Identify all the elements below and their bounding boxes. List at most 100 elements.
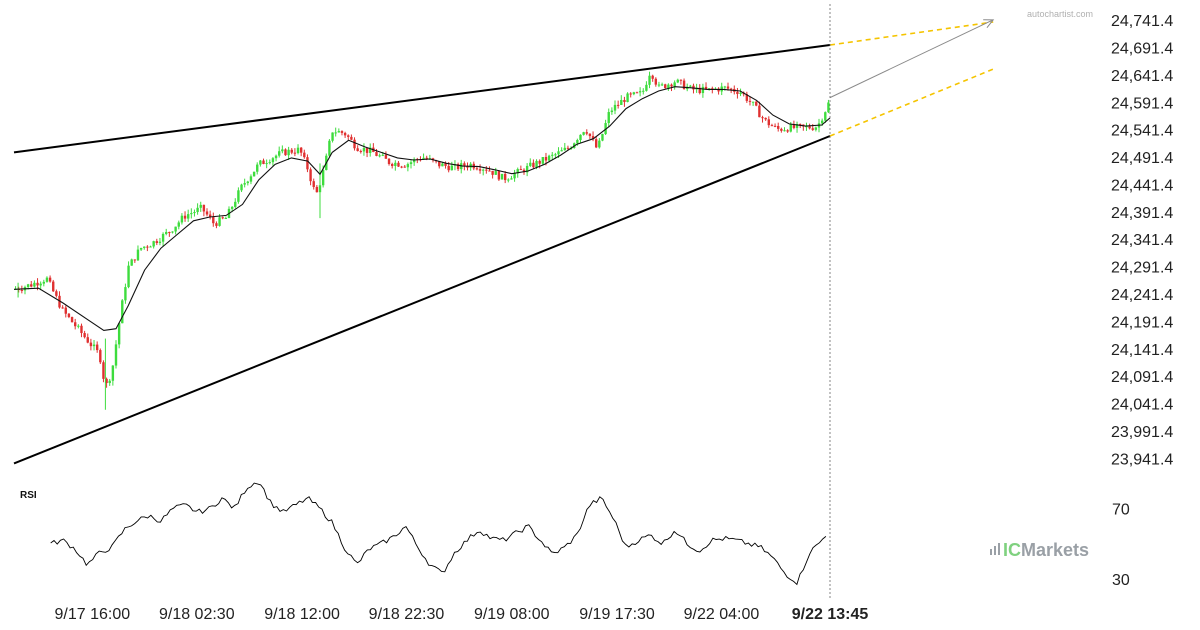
candle	[403, 164, 406, 168]
svg-text:ICMarkets: ICMarkets	[1003, 540, 1089, 560]
forecast-arrow-line	[829, 19, 994, 99]
candle	[183, 211, 187, 222]
candle	[202, 204, 206, 217]
wedge-lower-line	[13, 135, 831, 465]
candle	[234, 198, 237, 209]
candle	[48, 275, 52, 283]
candle	[80, 323, 83, 338]
candle	[529, 158, 532, 168]
candle	[827, 99, 830, 114]
candle	[551, 152, 554, 160]
candle	[764, 117, 767, 121]
candle	[208, 210, 212, 220]
brand-suffix: Markets	[1021, 540, 1089, 560]
candle	[739, 88, 742, 97]
candle	[240, 183, 243, 193]
candle	[309, 167, 312, 186]
brand-prefix: IC	[1003, 540, 1021, 560]
candle	[532, 159, 535, 169]
rsi-panel: RSI 70 30	[20, 482, 1130, 589]
projection-layer	[829, 19, 995, 137]
candle	[814, 126, 818, 132]
candle	[582, 131, 585, 136]
price-tick-label: 24,591.4	[1111, 95, 1173, 112]
candle	[610, 107, 614, 115]
candle	[645, 81, 648, 92]
candle	[588, 133, 592, 140]
candle	[456, 162, 460, 172]
time-tick-label: 9/18 22:30	[369, 606, 445, 623]
candle	[642, 88, 645, 95]
candle	[127, 261, 130, 289]
candle	[299, 147, 303, 157]
candle	[284, 148, 287, 156]
candle	[717, 87, 720, 95]
candle	[563, 142, 566, 151]
candle	[249, 174, 253, 185]
candle	[519, 165, 523, 171]
candle	[375, 148, 378, 157]
price-tick-label: 24,391.4	[1111, 205, 1173, 222]
candle	[419, 156, 422, 162]
candle	[136, 245, 140, 261]
candle	[186, 209, 190, 222]
candle	[174, 226, 177, 235]
candle	[616, 100, 620, 109]
candle	[507, 178, 510, 183]
candle	[638, 87, 642, 97]
candle	[290, 148, 293, 155]
candle	[30, 280, 33, 288]
price-tick-label: 24,041.4	[1111, 397, 1173, 414]
candles-layer	[14, 71, 830, 410]
time-tick-label: 9/17 16:00	[55, 606, 131, 623]
candle	[105, 377, 108, 388]
candle	[397, 161, 400, 168]
candle	[246, 180, 250, 186]
price-tick-label: 24,641.4	[1111, 68, 1173, 85]
candle	[795, 121, 799, 133]
projection-upper-line	[829, 21, 994, 46]
candle	[384, 151, 388, 159]
candle	[808, 123, 811, 130]
candle	[485, 166, 488, 174]
price-tick-label: 24,691.4	[1111, 41, 1173, 58]
candle	[629, 92, 632, 98]
candle	[635, 91, 639, 94]
candle	[773, 123, 777, 128]
candle	[494, 167, 497, 175]
candle	[510, 175, 513, 180]
candle	[281, 145, 284, 154]
candle	[682, 78, 686, 90]
candle	[482, 168, 485, 176]
candle	[77, 324, 80, 329]
candle	[365, 148, 369, 158]
candle	[130, 258, 133, 266]
candle	[133, 259, 137, 263]
candle	[416, 157, 419, 164]
candle	[177, 220, 180, 230]
candle	[271, 157, 275, 166]
candle	[64, 305, 67, 318]
candle	[409, 159, 413, 169]
candle	[161, 232, 165, 247]
candle	[328, 139, 331, 157]
candle	[205, 208, 209, 217]
time-tick-label: 9/18 02:30	[159, 606, 235, 623]
candle	[711, 86, 714, 94]
candle	[478, 164, 482, 174]
candle	[412, 157, 416, 166]
brand-logo: ICMarkets	[990, 540, 1089, 560]
price-tick-label: 24,091.4	[1111, 369, 1173, 386]
candle	[770, 123, 774, 127]
candle	[394, 160, 397, 171]
candle	[278, 146, 281, 158]
rsi-tick-label: 30	[1112, 572, 1130, 589]
candle	[748, 96, 752, 106]
candle	[124, 283, 127, 304]
candle	[212, 212, 215, 227]
watermark-text: autochartist.com	[1027, 9, 1093, 19]
candle	[340, 130, 344, 136]
candle	[780, 127, 783, 133]
candle	[824, 111, 827, 123]
candle	[648, 71, 651, 89]
